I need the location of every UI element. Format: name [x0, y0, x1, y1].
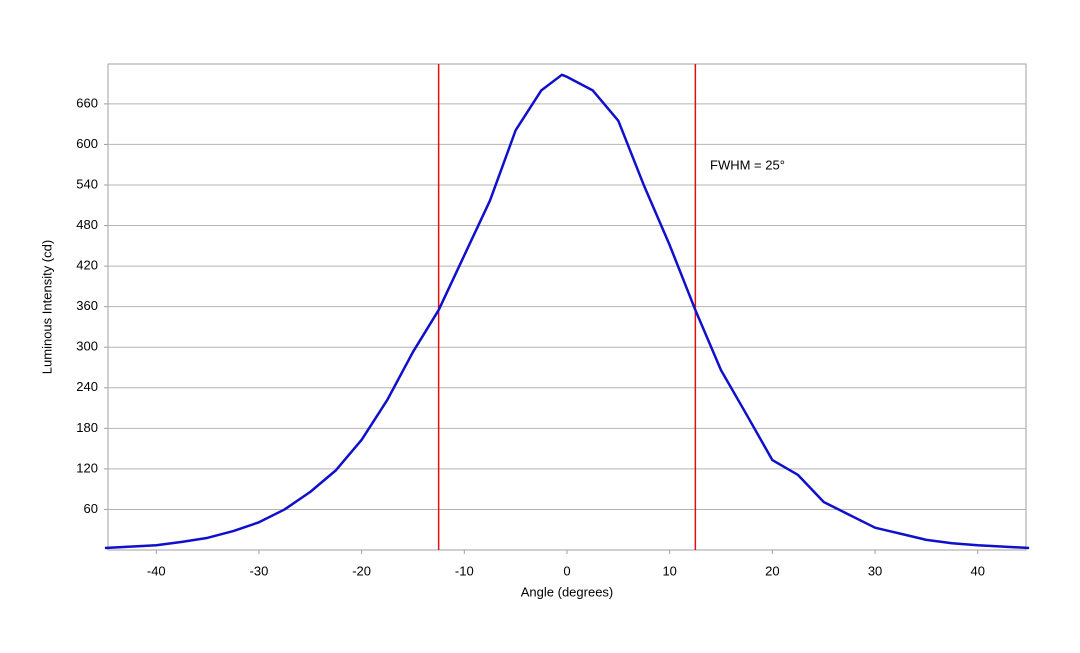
x-tick-label: 10: [662, 563, 676, 578]
x-tick-label: -10: [455, 563, 474, 578]
x-tick-label: 20: [765, 563, 779, 578]
y-tick-label: 240: [76, 379, 98, 394]
y-tick-label: 300: [76, 339, 98, 354]
line-series: [104, 73, 1030, 550]
y-tick-label: 120: [76, 460, 98, 475]
annotation: FWHM = 25°: [710, 157, 785, 172]
y-tick-label: 660: [76, 95, 98, 110]
y-tick-label: 420: [76, 258, 98, 273]
x-tick-label: 40: [971, 563, 985, 578]
y-tick-label: 480: [76, 217, 98, 232]
x-axis-label: Angle (degrees): [521, 584, 614, 599]
x-tick-label: -20: [352, 563, 371, 578]
x-tick-label: -30: [250, 563, 269, 578]
y-axis-label: Luminous Intensity (cd): [39, 240, 54, 374]
x-tick-label: 0: [563, 563, 570, 578]
y-tick-label: 540: [76, 176, 98, 191]
y-tick-label: 600: [76, 136, 98, 151]
y-tick-label: 180: [76, 420, 98, 435]
x-tick-label: -40: [147, 563, 166, 578]
x-tick-label: 30: [868, 563, 882, 578]
y-tick-label: 360: [76, 298, 98, 313]
y-tick-label: 60: [84, 501, 98, 516]
